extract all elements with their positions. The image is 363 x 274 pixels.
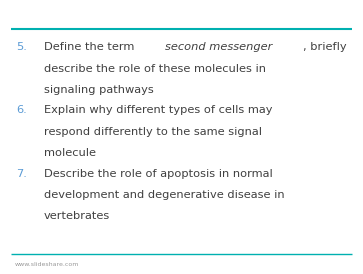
Text: Explain why different types of cells may: Explain why different types of cells may <box>44 105 272 115</box>
Text: Describe the role of apoptosis in normal: Describe the role of apoptosis in normal <box>44 169 272 178</box>
Text: www.slideshare.com: www.slideshare.com <box>15 262 79 267</box>
Text: second messenger: second messenger <box>165 42 272 52</box>
Text: molecule: molecule <box>44 148 95 158</box>
Text: describe the role of these molecules in: describe the role of these molecules in <box>44 64 266 73</box>
Text: Define the term: Define the term <box>44 42 138 52</box>
Text: 6.: 6. <box>16 105 27 115</box>
Text: vertebrates: vertebrates <box>44 211 110 221</box>
Text: signaling pathways: signaling pathways <box>44 85 153 95</box>
Text: , briefly: , briefly <box>303 42 347 52</box>
Text: 5.: 5. <box>16 42 27 52</box>
Text: respond differently to the same signal: respond differently to the same signal <box>44 127 262 136</box>
Text: development and degenerative disease in: development and degenerative disease in <box>44 190 284 199</box>
Text: 7.: 7. <box>16 169 27 178</box>
